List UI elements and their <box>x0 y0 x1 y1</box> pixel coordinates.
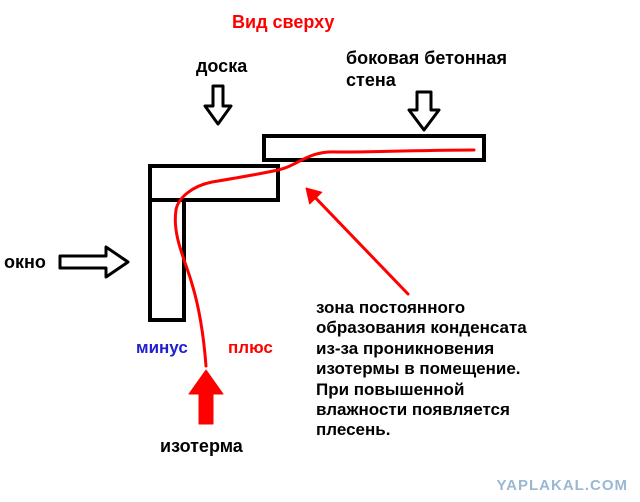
label-stena: боковая бетонная стена <box>346 48 507 91</box>
title: Вид сверху <box>232 12 334 34</box>
label-doska: доска <box>196 56 247 78</box>
label-note: зона постоянного образования конденсата … <box>316 298 527 441</box>
label-okno: окно <box>4 252 46 274</box>
label-minus: минус <box>136 338 188 358</box>
label-izoterma: изотерма <box>160 436 243 458</box>
watermark: YAPLAKAL.COM <box>497 477 628 494</box>
label-plus: плюс <box>228 338 273 358</box>
